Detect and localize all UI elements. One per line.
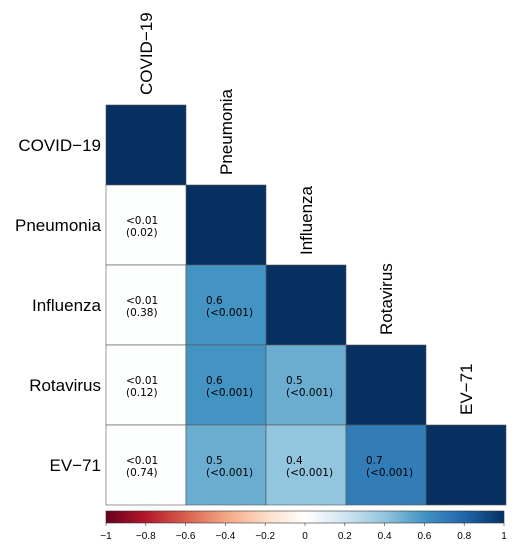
- cell-pvalue-label: (<0.001): [206, 467, 253, 479]
- cell-correlation-label: <0.01: [126, 215, 158, 227]
- column-labels: COVID−19 Pneumonia Influenza Rotavirus EV−71: [137, 12, 476, 415]
- cell-pvalue-label: (<0.001): [286, 387, 333, 399]
- colorbar-tick-label: 0: [302, 531, 308, 542]
- heatmap-cells: <0.01(0.02)<0.01(0.38)<0.01(0.12)<0.01(0…: [105, 104, 507, 506]
- heatmap-cell-diagonal: [265, 264, 347, 346]
- row-label: Rotavirus: [29, 376, 101, 395]
- cell-pvalue-label: (0.02): [126, 227, 158, 239]
- colorbar-tick-label: −0.8: [136, 531, 156, 542]
- cell-pvalue-label: (<0.001): [286, 467, 333, 479]
- heatmap-cell: [185, 424, 267, 506]
- cell-pvalue-label: (0.38): [126, 307, 158, 319]
- cell-correlation-label: <0.01: [126, 455, 158, 467]
- column-label: Rotavirus: [377, 263, 396, 335]
- heatmap-cell: [265, 344, 347, 426]
- cell-correlation-label: 0.5: [286, 375, 303, 387]
- heatmap-cell: [105, 264, 187, 346]
- heatmap-cell: [345, 424, 427, 506]
- heatmap-cell-diagonal: [105, 104, 187, 186]
- heatmap-cell: [185, 264, 267, 346]
- colorbar-tick-label: 0.6: [417, 531, 431, 542]
- row-label: Pneumonia: [15, 216, 102, 235]
- heatmap-cell: [105, 344, 187, 426]
- column-label: Pneumonia: [217, 88, 236, 175]
- cell-correlation-label: 0.4: [286, 455, 303, 467]
- cell-correlation-label: 0.5: [206, 455, 223, 467]
- cell-pvalue-label: (<0.001): [206, 307, 253, 319]
- heatmap-cell-diagonal: [425, 424, 507, 506]
- colorbar-tick-label: 0.4: [378, 531, 392, 542]
- cell-pvalue-label: (0.74): [126, 467, 158, 479]
- colorbar-tick-label: −1: [100, 531, 112, 542]
- colorbar-tick-label: −0.2: [255, 531, 275, 542]
- colorbar: −1 −0.8 −0.6 −0.4 −0.2 0 0.2 0.4 0.6 0.8 1: [100, 510, 507, 542]
- cell-pvalue-label: (<0.001): [206, 387, 253, 399]
- colorbar-tick-label: 0.8: [457, 531, 471, 542]
- row-label: Influenza: [32, 296, 102, 315]
- column-label: EV−71: [457, 363, 476, 415]
- column-label: COVID−19: [137, 12, 156, 95]
- cell-correlation-label: 0.6: [206, 295, 223, 307]
- row-label: COVID−19: [18, 136, 101, 155]
- cell-correlation-label: 0.6: [206, 375, 223, 387]
- cell-correlation-label: <0.01: [126, 295, 158, 307]
- colorbar-tick-label: 1: [501, 531, 507, 542]
- colorbar-gradient: [105, 510, 505, 524]
- cell-correlation-label: <0.01: [126, 375, 158, 387]
- row-labels: COVID−19 Pneumonia Influenza Rotavirus EV−71: [15, 136, 102, 475]
- heatmap-cell: [185, 344, 267, 426]
- heatmap-cell: [105, 184, 187, 266]
- row-label: EV−71: [49, 456, 101, 475]
- cell-pvalue-label: (0.12): [126, 387, 158, 399]
- heatmap-cell: [105, 424, 187, 506]
- heatmap-cell: [265, 424, 347, 506]
- column-label: Influenza: [297, 185, 316, 255]
- colorbar-tick-label: −0.6: [176, 531, 196, 542]
- cell-pvalue-label: (<0.001): [366, 467, 413, 479]
- colorbar-tick-label: 0.2: [338, 531, 352, 542]
- cell-correlation-label: 0.7: [366, 455, 383, 467]
- colorbar-tick-label: −0.4: [216, 531, 236, 542]
- heatmap-cell-diagonal: [345, 344, 427, 426]
- heatmap-cell-diagonal: [185, 184, 267, 266]
